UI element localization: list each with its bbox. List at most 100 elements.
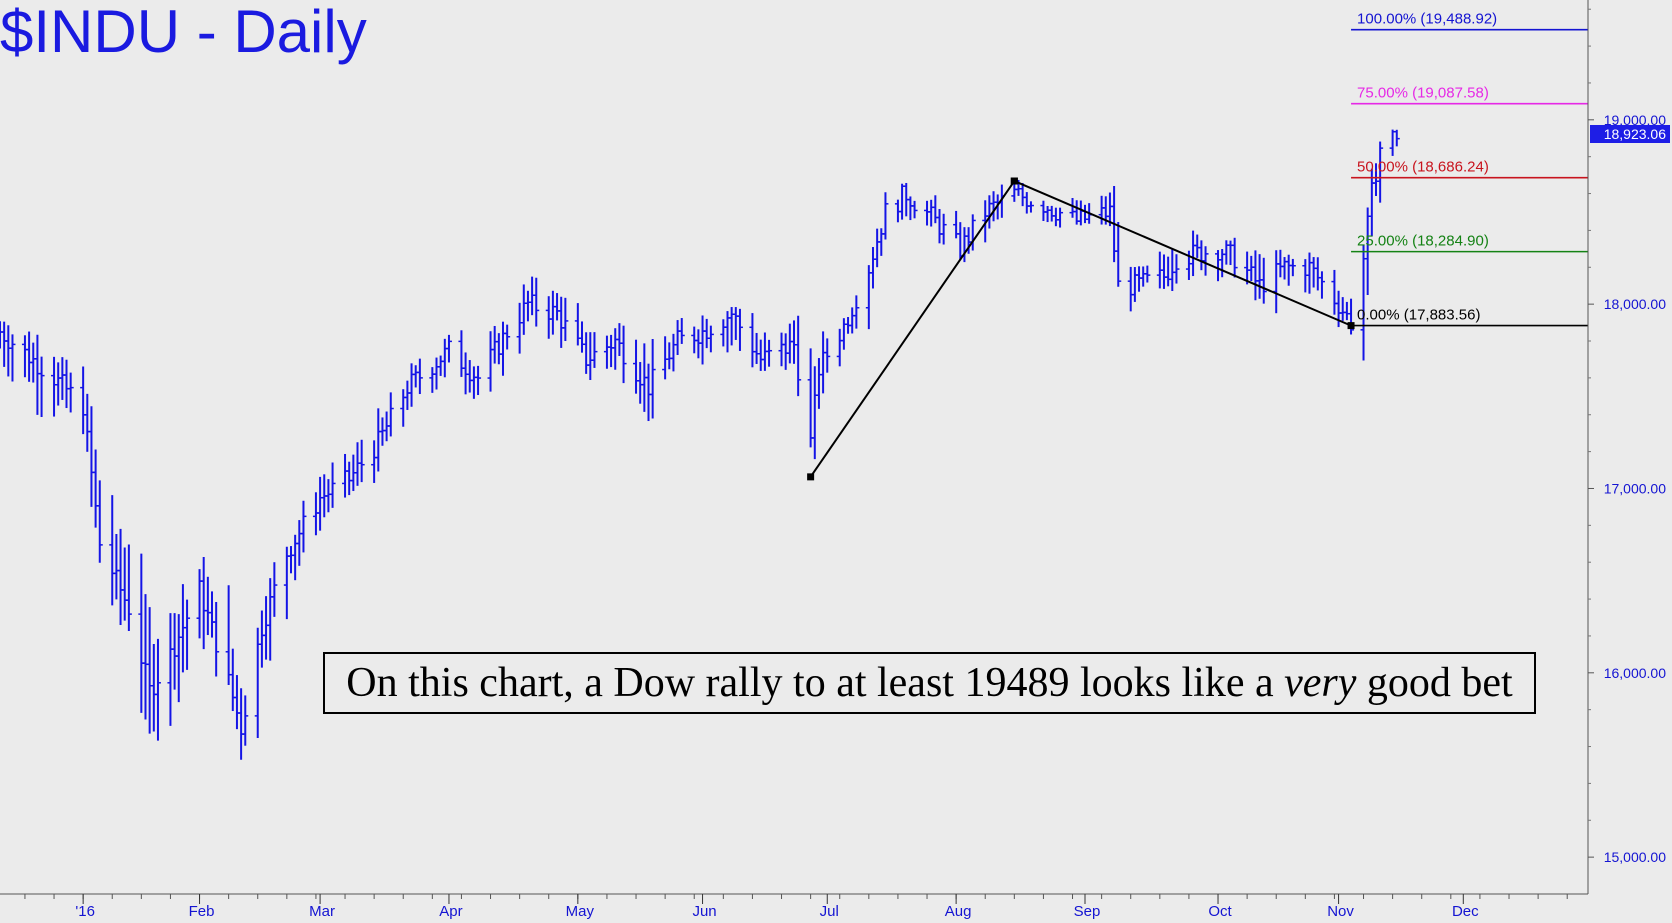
annotation-box: On this chart, a Dow rally to at least 1… xyxy=(323,652,1536,714)
price-bar xyxy=(317,476,324,531)
price-bar xyxy=(533,277,540,327)
price-bar xyxy=(562,297,569,342)
price-bar xyxy=(1273,250,1280,314)
price-bar xyxy=(167,613,174,726)
price-bar xyxy=(466,360,473,393)
price-bar xyxy=(117,528,124,625)
x-axis-tick-label: Jul xyxy=(820,903,839,920)
pivot-marker xyxy=(807,473,815,481)
price-bar xyxy=(986,195,993,229)
price-bar xyxy=(670,333,677,372)
price-bar xyxy=(1144,265,1151,283)
y-axis-tick-label: 18,000.00 xyxy=(1604,296,1666,312)
price-bar xyxy=(487,331,494,392)
price-bar xyxy=(1223,240,1230,265)
price-bar xyxy=(0,321,3,349)
price-bar xyxy=(666,342,673,370)
price-bar xyxy=(175,614,182,703)
price-bar xyxy=(1044,205,1051,223)
price-bar xyxy=(1260,257,1267,304)
price-bar xyxy=(209,591,216,638)
price-bar xyxy=(907,196,914,221)
price-bar xyxy=(587,332,594,381)
price-bar xyxy=(645,363,652,422)
price-bar xyxy=(412,365,419,388)
price-bar xyxy=(786,323,793,364)
annotation-text-after: good bet xyxy=(1356,660,1513,706)
price-bar xyxy=(728,307,735,346)
chart-title: $INDU - Daily xyxy=(0,0,367,65)
annotation-text-before: On this chart, a Dow rally to at least 1… xyxy=(346,660,1285,706)
x-axis-tick-label: Mar xyxy=(309,903,335,920)
price-bar xyxy=(213,602,220,677)
price-bar xyxy=(924,200,931,226)
fibonacci-levels: 100.00% (19,488.92) 75.00% (19,087.58) 50.… xyxy=(1351,11,1588,327)
price-bar xyxy=(524,290,531,322)
price-bar xyxy=(109,495,116,606)
y-axis: 15,000.00 16,000.00 17,000.00 18,000.00 19,0… xyxy=(1587,0,1666,894)
price-bar xyxy=(1131,267,1138,302)
price-bar xyxy=(899,183,906,220)
price-bar xyxy=(200,556,207,650)
y-axis-tick-label: 15,000.00 xyxy=(1604,849,1666,865)
price-bar xyxy=(649,339,656,419)
price-bar xyxy=(225,585,232,686)
price-bar xyxy=(1227,240,1234,266)
price-bar xyxy=(633,339,640,394)
price-bar xyxy=(1377,141,1384,203)
price-bar xyxy=(113,534,120,600)
price-bar xyxy=(1360,244,1367,361)
price-bar xyxy=(30,342,37,383)
price-bar xyxy=(400,389,407,427)
price-bar xyxy=(504,324,511,350)
price-bar xyxy=(5,325,12,377)
price-bar xyxy=(558,296,565,348)
price-bar xyxy=(26,331,33,382)
price-bar xyxy=(678,318,685,344)
price-bar xyxy=(1169,248,1176,291)
price-bar xyxy=(1277,249,1284,278)
price-bar xyxy=(125,544,132,631)
price-bar xyxy=(1057,207,1064,228)
price-bar xyxy=(732,307,739,340)
price-bar xyxy=(840,318,847,350)
price-bar xyxy=(749,313,756,368)
price-bar xyxy=(88,406,95,507)
x-axis-tick-label: Feb xyxy=(189,903,215,920)
price-bar xyxy=(300,500,307,553)
price-bar xyxy=(1248,255,1255,282)
price-bar xyxy=(271,562,278,617)
price-bar xyxy=(911,200,918,219)
price-bar xyxy=(674,320,681,355)
price-bar xyxy=(1331,269,1338,315)
fib-level-label: 25.00% (18,284.90) xyxy=(1357,233,1489,250)
price-bar xyxy=(470,366,477,399)
price-bar xyxy=(171,613,178,690)
y-axis-tick-label: 16,000.00 xyxy=(1604,665,1666,681)
price-bar xyxy=(84,393,91,452)
price-bar xyxy=(1339,297,1346,321)
price-bar xyxy=(865,265,872,330)
trend-line xyxy=(809,180,1016,478)
price-bar xyxy=(121,547,128,621)
price-bar xyxy=(874,228,881,268)
price-bar xyxy=(878,228,885,256)
fib-level-label: 50.00% (18,686.24) xyxy=(1357,159,1489,176)
price-bar xyxy=(662,336,669,380)
x-axis-tick-label: Apr xyxy=(439,903,462,920)
price-bar xyxy=(229,648,236,712)
price-bar xyxy=(608,334,615,368)
price-bar xyxy=(1306,252,1313,294)
trend-line xyxy=(1013,180,1352,327)
price-bar xyxy=(475,365,482,396)
price-bar xyxy=(1202,246,1209,276)
price-bar xyxy=(766,339,773,367)
price-bar xyxy=(1190,230,1197,277)
price-bar xyxy=(184,599,191,670)
price-bar xyxy=(500,321,507,376)
price-bar xyxy=(782,333,789,370)
x-axis-tick-label: Jun xyxy=(692,903,716,920)
price-bar xyxy=(1194,234,1201,258)
fib-level-label: 75.00% (19,087.58) xyxy=(1357,85,1489,102)
price-bar xyxy=(38,356,45,417)
